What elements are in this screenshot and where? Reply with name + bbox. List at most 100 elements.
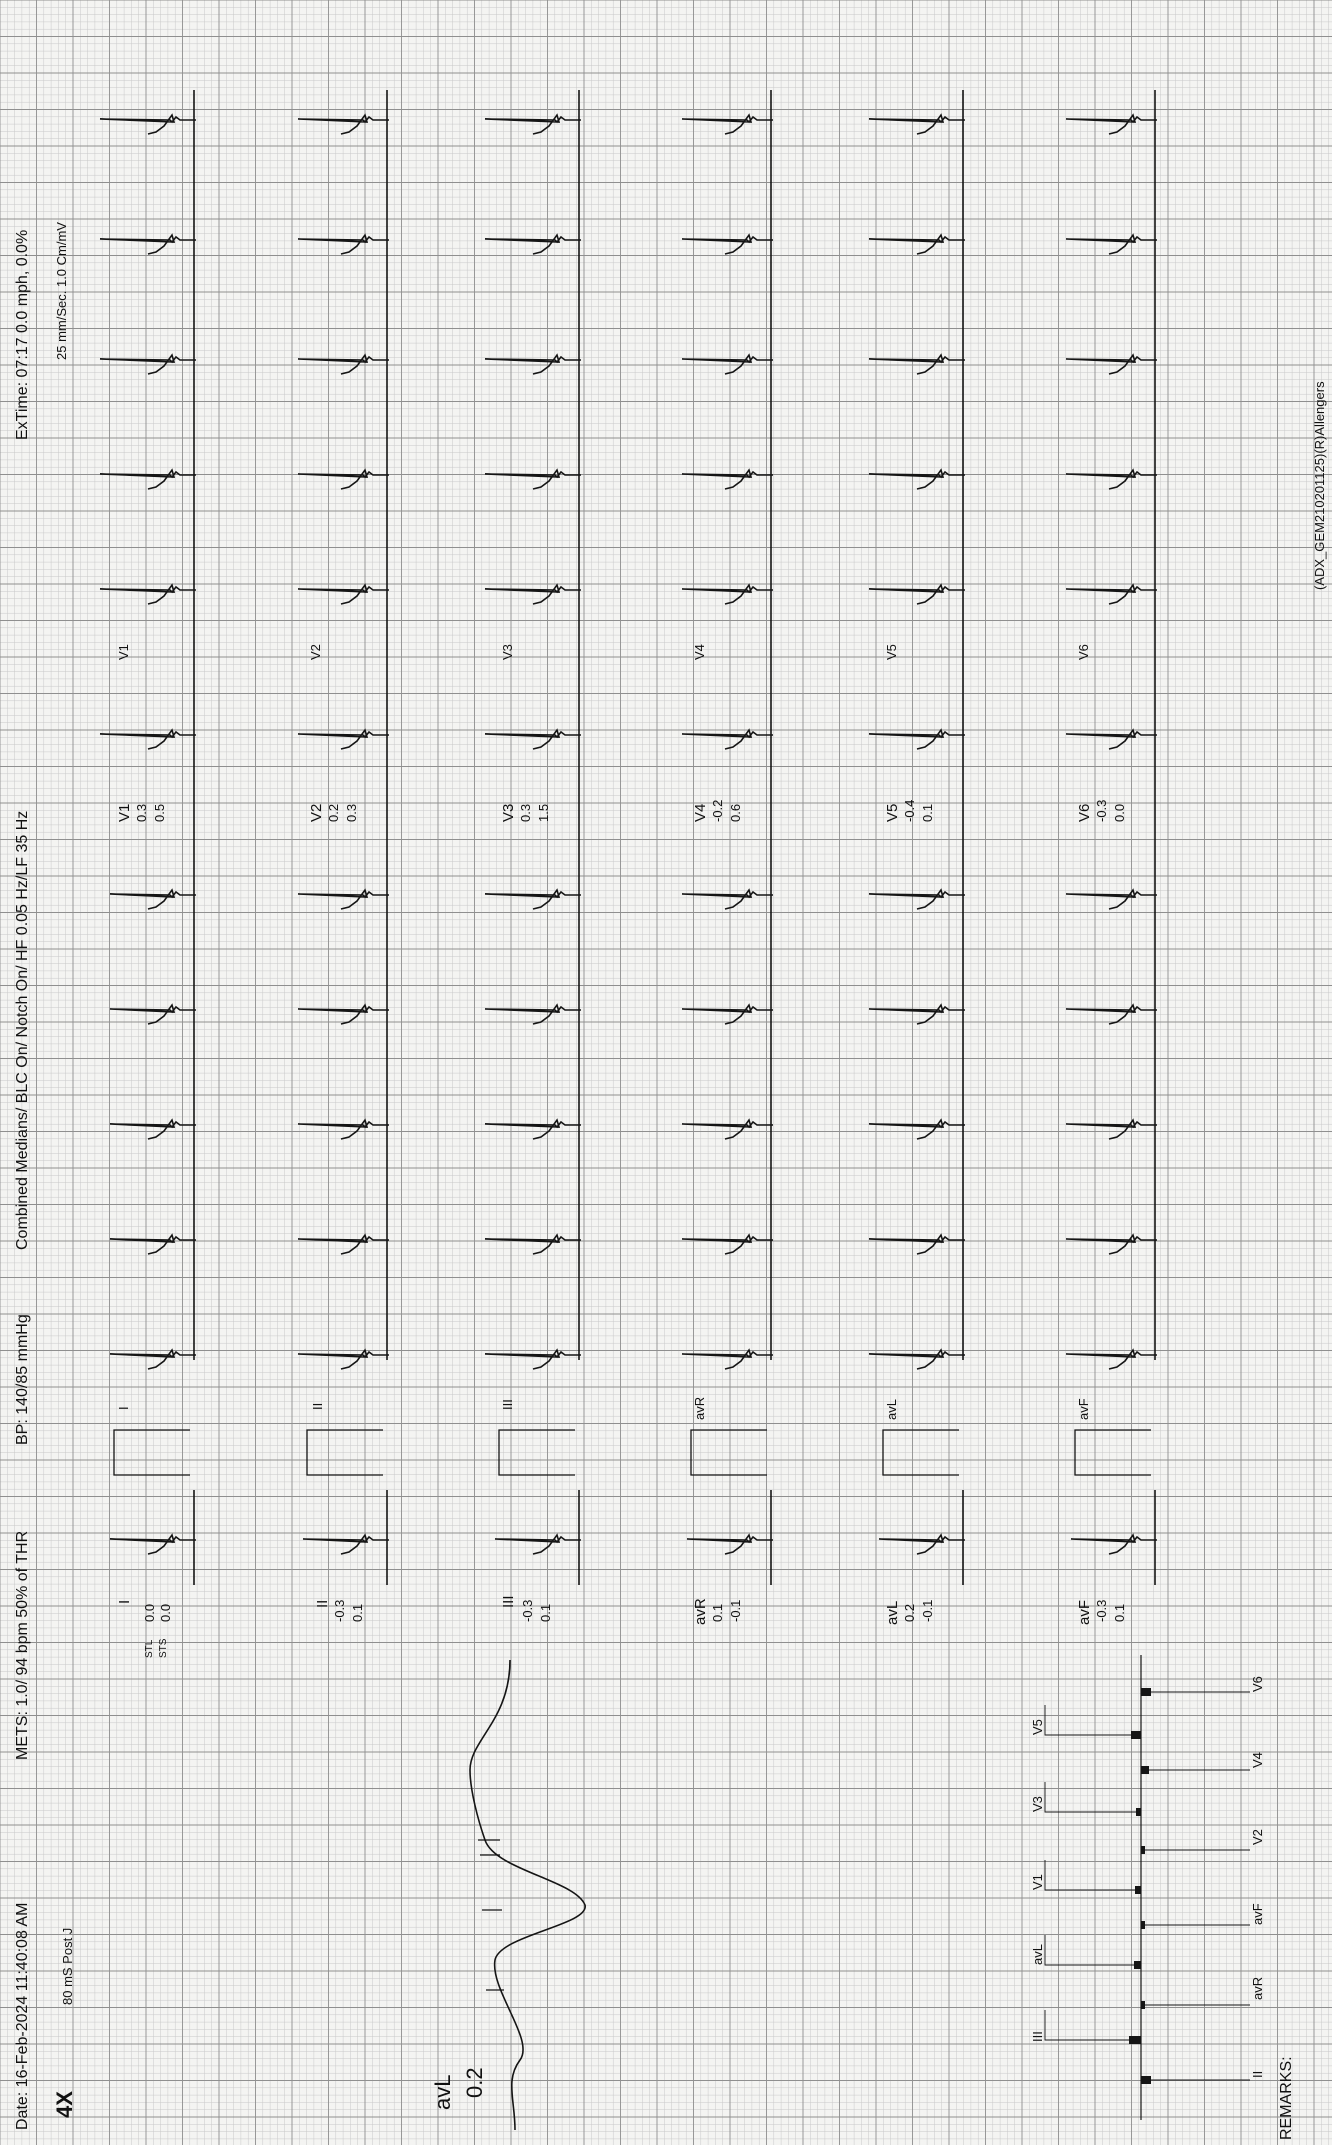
precordial-st-value: 0.3 bbox=[134, 803, 149, 822]
rhythm-trace-avf bbox=[1065, 90, 1157, 1370]
calibration-pulse-ii bbox=[306, 1429, 383, 1476]
zoomed-avl-markers bbox=[478, 1839, 504, 1991]
rhythm-v-lead-label: V5 bbox=[884, 644, 899, 660]
calibration-pulse-avl bbox=[882, 1429, 959, 1476]
median-st-value: -0.1 bbox=[920, 1599, 935, 1622]
precordial-lead-label: V2 bbox=[308, 803, 325, 822]
median-st-value: 0.0 bbox=[158, 1603, 173, 1622]
st-bar-leader bbox=[1044, 2010, 1141, 2041]
st-bar-label: V4 bbox=[1250, 1752, 1265, 1768]
median-complex-avr bbox=[686, 1490, 773, 1585]
precordial-st-value: -0.2 bbox=[710, 799, 725, 822]
median-complex-ii bbox=[302, 1490, 389, 1585]
median-st-value: 0.1 bbox=[1112, 1603, 1127, 1622]
st-bar-leader bbox=[1044, 1705, 1141, 1736]
median-lead-label: avF bbox=[1076, 1599, 1093, 1625]
st-bar-label: V3 bbox=[1030, 1796, 1045, 1812]
rhythm-lead-label: III bbox=[500, 1399, 515, 1410]
zoom-lead-value: 0.2 bbox=[462, 2067, 487, 2098]
st-bar-leader bbox=[1044, 1860, 1141, 1891]
st-bar-leader bbox=[1044, 1935, 1141, 1966]
median-st-value: 0.0 bbox=[142, 1603, 157, 1622]
median-complex-avf bbox=[1070, 1490, 1157, 1585]
median-complex-i bbox=[109, 1490, 196, 1585]
stl-legend: STL bbox=[144, 1639, 155, 1658]
header-extime: ExTime: 07:17 0.0 mph, 0.0% bbox=[14, 229, 31, 440]
st-bar-label: avR bbox=[1250, 1976, 1265, 2000]
header-scale: 4X bbox=[52, 2091, 77, 2118]
precordial-st-value: 0.5 bbox=[152, 803, 167, 822]
precordial-st-value: -0.4 bbox=[902, 799, 917, 822]
sts-legend: STS bbox=[158, 1638, 169, 1658]
calibration-pulse-iii bbox=[498, 1429, 575, 1476]
calibration-pulse-avr bbox=[690, 1429, 767, 1476]
median-st-value: -0.3 bbox=[332, 1599, 347, 1622]
median-st-value: -0.1 bbox=[728, 1599, 743, 1622]
rhythm-v-lead-label: V6 bbox=[1076, 644, 1091, 660]
precordial-lead-label: V1 bbox=[116, 803, 133, 822]
rhythm-v-lead-label: V2 bbox=[308, 644, 323, 660]
st-bar-label: avL bbox=[1030, 1944, 1045, 1965]
precordial-st-value: 1.5 bbox=[536, 803, 551, 822]
st-bar-label: V5 bbox=[1030, 1719, 1045, 1735]
st-bar-label: II bbox=[1250, 2070, 1265, 2078]
median-st-value: 0.1 bbox=[538, 1603, 553, 1622]
header-speed: 25 mm/Sec. 1.0 Cm/mV bbox=[54, 222, 69, 360]
rhythm-v-lead-label: V1 bbox=[116, 644, 131, 660]
precordial-st-value: 0.3 bbox=[344, 803, 359, 822]
st-bar-label: V1 bbox=[1030, 1874, 1045, 1890]
median-st-value: -0.3 bbox=[1094, 1599, 1109, 1622]
rhythm-v-lead-label: V4 bbox=[692, 644, 707, 660]
st-bar-label: V2 bbox=[1250, 1829, 1265, 1845]
precordial-lead-label: V3 bbox=[500, 803, 517, 822]
median-st-value: 0.1 bbox=[710, 1603, 725, 1622]
zoom-lead-label: avL bbox=[430, 2074, 455, 2110]
rhythm-trace-i bbox=[99, 90, 196, 1370]
median-st-value: 0.2 bbox=[902, 1603, 917, 1622]
median-lead-label: II bbox=[314, 1599, 331, 1608]
st-bar-label: III bbox=[1030, 2031, 1045, 2042]
median-lead-label: III bbox=[500, 1595, 517, 1608]
rhythm-lead-label: I bbox=[116, 1406, 131, 1410]
rhythm-lead-label: avR bbox=[692, 1396, 707, 1420]
median-st-value: -0.3 bbox=[520, 1599, 535, 1622]
rhythm-lead-label: avL bbox=[884, 1399, 899, 1420]
st-bar-leader bbox=[1044, 1782, 1141, 1813]
precordial-lead-label: V4 bbox=[692, 803, 709, 822]
st-bar-label: avF bbox=[1250, 1903, 1265, 1925]
precordial-st-value: 0.0 bbox=[1112, 803, 1127, 822]
precordial-st-value: 0.2 bbox=[326, 803, 341, 822]
rhythm-trace-ii bbox=[297, 90, 389, 1370]
rhythm-lead-label: avF bbox=[1076, 1398, 1091, 1420]
header-post-j: 80 mS Post J bbox=[60, 1927, 75, 2005]
header-filters: Combined Medians/ BLC On/ Notch On/ HF 0… bbox=[14, 810, 31, 1250]
median-lead-label: I bbox=[116, 1599, 133, 1604]
rhythm-lead-label: II bbox=[310, 1402, 325, 1410]
header-mets: METS: 1.0/ 94 bpm 50% of THR bbox=[14, 1530, 31, 1760]
median-complex-avl bbox=[878, 1490, 965, 1585]
st-bar-label: V6 bbox=[1250, 1676, 1265, 1692]
rhythm-trace-avr bbox=[681, 90, 773, 1370]
median-st-value: 0.1 bbox=[350, 1603, 365, 1622]
footer-device-id: (ADX_GEM210201125)(R)Allengers bbox=[1312, 381, 1327, 590]
precordial-lead-label: V6 bbox=[1076, 803, 1093, 822]
calibration-pulse-i bbox=[113, 1429, 190, 1476]
header-date: Date: 16-Feb-2024 11:40:08 AM bbox=[14, 1902, 31, 2130]
precordial-st-value: 0.6 bbox=[728, 803, 743, 822]
median-lead-label: avR bbox=[692, 1598, 709, 1625]
rhythm-trace-avl bbox=[868, 90, 965, 1370]
rhythm-v-lead-label: V3 bbox=[500, 644, 515, 660]
median-lead-label: avL bbox=[884, 1600, 901, 1625]
remarks-label: REMARKS: bbox=[1278, 2056, 1295, 2140]
zoomed-avl-waveform bbox=[469, 1659, 586, 2131]
median-complex-iii bbox=[494, 1490, 581, 1585]
precordial-lead-label: V5 bbox=[884, 803, 901, 822]
rhythm-trace-iii bbox=[484, 90, 581, 1370]
header-bp: BP: 140/85 mmHg bbox=[14, 1314, 31, 1445]
calibration-pulse-avf bbox=[1074, 1429, 1151, 1476]
precordial-st-value: -0.3 bbox=[1094, 799, 1109, 822]
